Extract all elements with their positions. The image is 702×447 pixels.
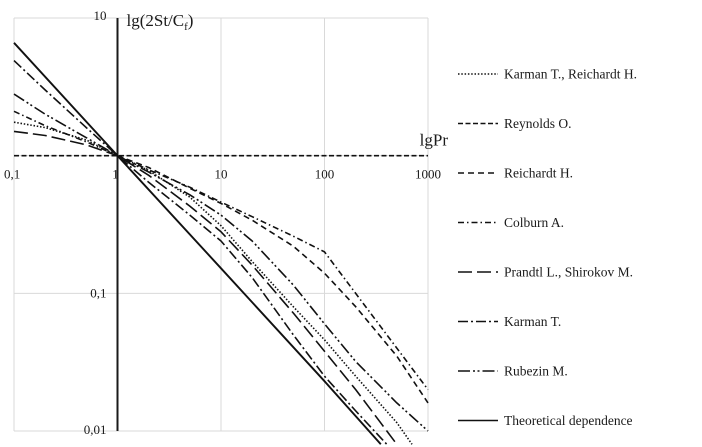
y-tick-label-2: 0,1 (90, 285, 106, 300)
legend-label-6: Rubezin M. (504, 364, 568, 379)
legend-label-5: Karman T. (504, 314, 561, 329)
series-line-5 (13, 60, 388, 445)
series-line-4 (13, 130, 398, 445)
legend-label-3: Colburn A. (504, 215, 564, 230)
y-tick-label-3: 0,01 (84, 422, 107, 437)
x-tick-label-3: 100 (315, 167, 335, 182)
legend-label-2: Reichardt H. (504, 166, 573, 181)
series-line-7 (13, 42, 382, 445)
legend-label-4: Prandtl L., Shirokov M. (504, 265, 633, 280)
series-line-2 (117, 154, 429, 404)
x-axis-title: lgPr (420, 131, 449, 150)
series-line-6 (13, 93, 429, 432)
grid (13, 17, 429, 432)
series-lines (13, 42, 429, 445)
legend-label-1: Reynolds O. (504, 116, 572, 131)
y-tick-label-0: 10 (94, 8, 107, 23)
series-line-0 (13, 121, 413, 445)
legend: Karman T., Reichardt H. Reynolds O. Reicha… (458, 67, 637, 428)
tick-labels: 0,1 1 10 100 1000 10 0,1 0,01 (4, 8, 441, 437)
legend-label-7: Theoretical dependence (504, 413, 633, 428)
legend-label-0: Karman T., Reichardt H. (504, 67, 637, 82)
x-tick-label-4: 1000 (415, 167, 441, 182)
axis-titles: lg(2St/Cf) lgPr (127, 11, 449, 150)
x-tick-label-2: 10 (215, 167, 228, 182)
x-tick-label-1: 1 (112, 167, 119, 182)
x-tick-label-0: 0,1 (4, 167, 20, 182)
series-line-3 (13, 110, 429, 391)
y-axis-title: lg(2St/Cf) (127, 11, 194, 33)
